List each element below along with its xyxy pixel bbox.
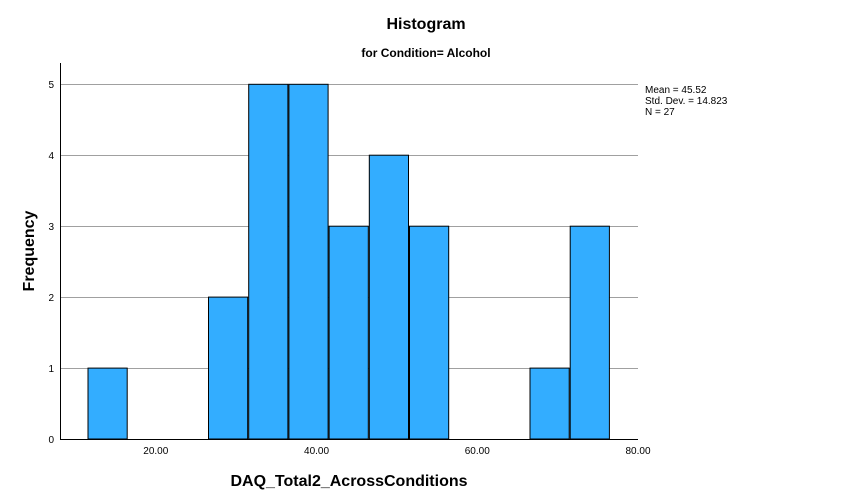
histogram-bar — [569, 225, 610, 440]
histogram-bar — [288, 83, 329, 440]
stats-line: N = 27 — [645, 107, 675, 118]
histogram-bar — [87, 367, 128, 440]
y-tick-label: 2 — [48, 293, 54, 304]
chart-title: Histogram — [386, 16, 465, 33]
x-tick-label: 60.00 — [465, 446, 490, 457]
stats-line: Mean = 45.52 — [645, 85, 707, 96]
y-tick-label: 5 — [48, 80, 54, 91]
y-axis-title: Frequency — [21, 210, 38, 291]
x-tick-label: 40.00 — [304, 446, 329, 457]
histogram-bar — [529, 367, 570, 440]
axes — [60, 63, 638, 440]
x-axis-title: DAQ_Total2_AcrossConditions — [230, 473, 467, 490]
x-tick-label: 20.00 — [143, 446, 168, 457]
histogram-bar — [368, 154, 409, 440]
y-tick-label: 4 — [48, 151, 54, 162]
chart-subtitle: for Condition= Alcohol — [361, 46, 490, 60]
stats-line: Std. Dev. = 14.823 — [645, 96, 728, 107]
histogram-bar — [248, 83, 289, 440]
y-tick-label: 3 — [48, 222, 54, 233]
y-tick-label: 0 — [48, 435, 54, 446]
histogram-bars — [87, 83, 610, 440]
histogram-bar — [409, 225, 450, 440]
x-tick-label: 80.00 — [625, 446, 650, 457]
tick-labels: 0 1 2 3 4 5 20.00 40.00 60.00 80.00 — [48, 80, 651, 457]
y-tick-label: 1 — [48, 364, 54, 375]
histogram-bar — [208, 296, 249, 440]
histogram-bar — [328, 225, 369, 440]
